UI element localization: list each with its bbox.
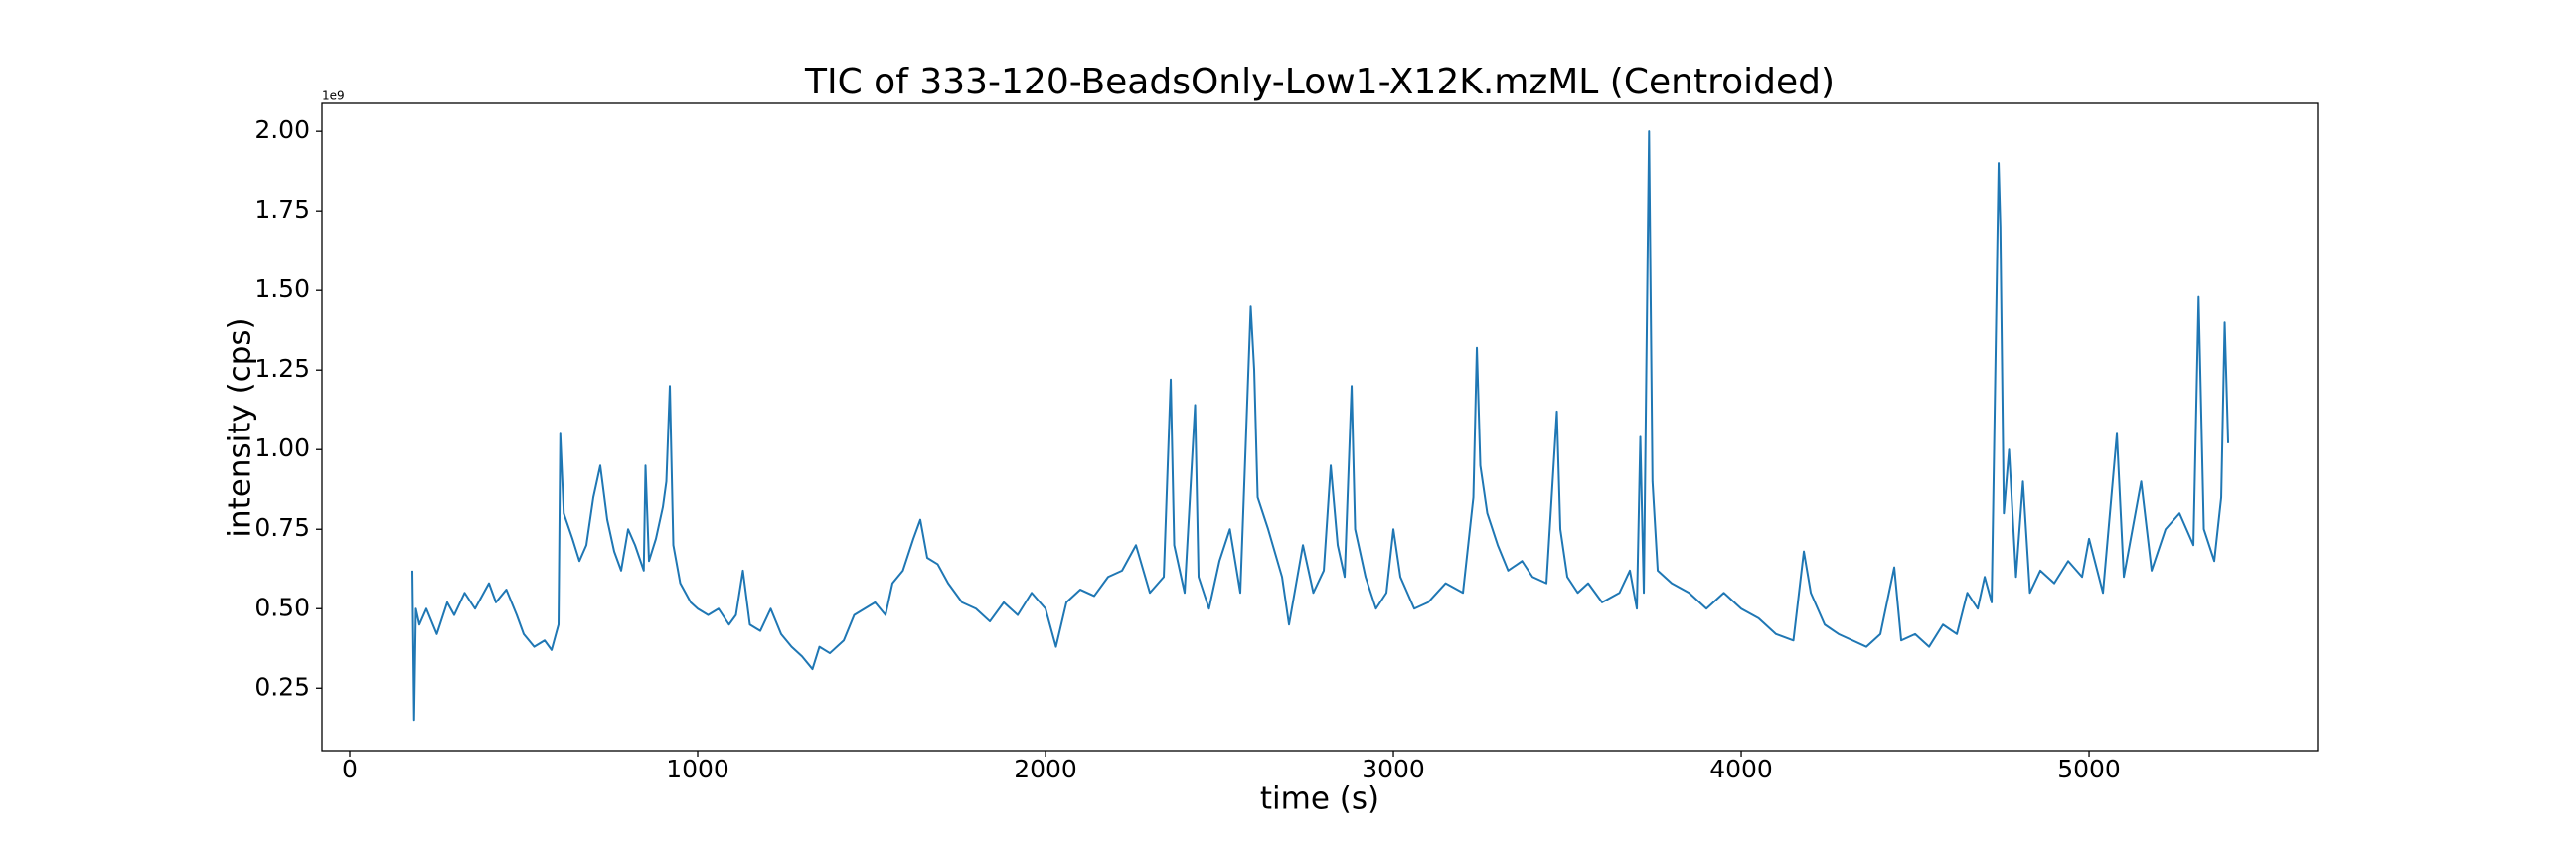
y-tick-label: 0.25 (254, 672, 310, 701)
chart-title: TIC of 333-120-BeadsOnly-Low1-X12K.mzML … (804, 62, 1835, 102)
y-tick-label: 1.00 (254, 433, 310, 462)
x-tick-label: 2000 (1014, 755, 1077, 783)
x-tick-label: 4000 (1709, 755, 1773, 783)
x-tick-label: 0 (342, 755, 358, 783)
y-tick-label: 1.75 (254, 195, 310, 224)
y-offset-label: 1e9 (322, 89, 345, 103)
y-tick-label: 1.50 (254, 274, 310, 303)
x-tick-label: 1000 (666, 755, 729, 783)
y-axis-label: intensity (cps) (223, 317, 258, 537)
x-tick-label: 5000 (2057, 755, 2121, 783)
y-tick-label: 1.25 (254, 354, 310, 383)
y-tick-label: 0.50 (254, 593, 310, 621)
plot-frame (321, 102, 2319, 752)
y-tick-label: 0.75 (254, 513, 310, 542)
y-tick-label: 2.00 (254, 115, 310, 144)
data-line (411, 130, 2230, 722)
x-axis-label: time (s) (1260, 781, 1379, 817)
x-tick-label: 3000 (1362, 755, 1425, 783)
